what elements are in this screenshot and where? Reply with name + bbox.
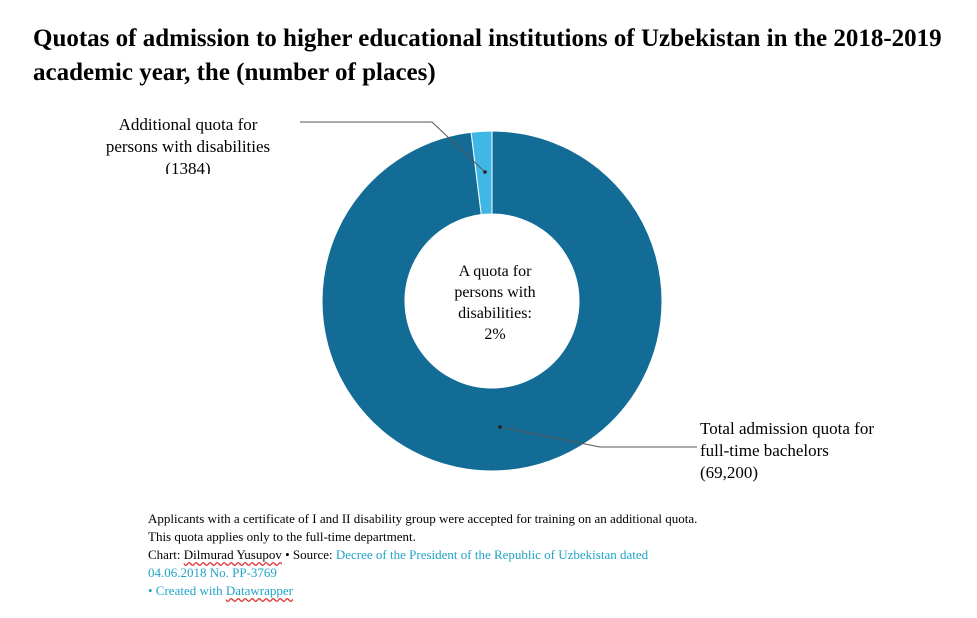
leader-line-total bbox=[499, 426, 697, 448]
donut-slice-additional bbox=[470, 130, 493, 216]
chart-notes: Applicants with a certificate of I and I… bbox=[148, 510, 848, 600]
donut-center-label: A quota for persons with disabilities: 2… bbox=[420, 261, 570, 345]
author-name: Dilmurad Yusupov bbox=[183, 547, 282, 562]
slice-label-total-line2: full-time bachelors bbox=[700, 441, 829, 460]
note-line1: Applicants with a certificate of I and I… bbox=[148, 511, 698, 526]
slice-label-total-line1: Total admission quota for bbox=[700, 419, 874, 438]
slice-label-total: Total admission quota for full-time bach… bbox=[700, 418, 960, 484]
slice-label-additional-line2: persons with disabilities bbox=[105, 137, 271, 156]
source-link-cont[interactable]: 04.06.2018 No. PP-3769 bbox=[148, 565, 277, 580]
slice-value-total: (69,200) bbox=[700, 463, 759, 482]
slice-value-additional: (1384) bbox=[165, 159, 211, 174]
credit-line: Chart: Dilmurad Yusupov • Source: Decree… bbox=[148, 546, 848, 564]
donut-slice-total bbox=[321, 130, 663, 472]
note-line2: This quota applies only to the full-time… bbox=[148, 529, 416, 544]
center-label-line3: disabilities: bbox=[458, 305, 532, 322]
center-label-line4: 2% bbox=[484, 326, 506, 343]
chart-prefix: Chart: bbox=[148, 547, 184, 562]
leader-dot-total bbox=[498, 425, 502, 429]
chart-title: Quotas of admission to higher educationa… bbox=[33, 25, 942, 86]
source-prefix: • Source: bbox=[281, 547, 336, 562]
leader-dot-additional bbox=[483, 170, 487, 174]
created-with-line: • Created with Datawrapper bbox=[148, 582, 848, 600]
created-prefix: • Created with bbox=[148, 583, 226, 598]
center-label-line1: A quota for bbox=[458, 263, 532, 280]
slice-label-additional: Additional quota for persons with disabi… bbox=[70, 114, 306, 174]
datawrapper-link[interactable]: Datawrapper bbox=[225, 583, 293, 598]
leader-line-additional bbox=[300, 121, 486, 173]
donut-slices bbox=[321, 130, 663, 472]
slice-label-additional-line1: Additional quota for bbox=[118, 115, 258, 134]
source-link[interactable]: Decree of the President of the Republic … bbox=[335, 547, 649, 562]
center-label-line2: persons with bbox=[454, 284, 536, 301]
